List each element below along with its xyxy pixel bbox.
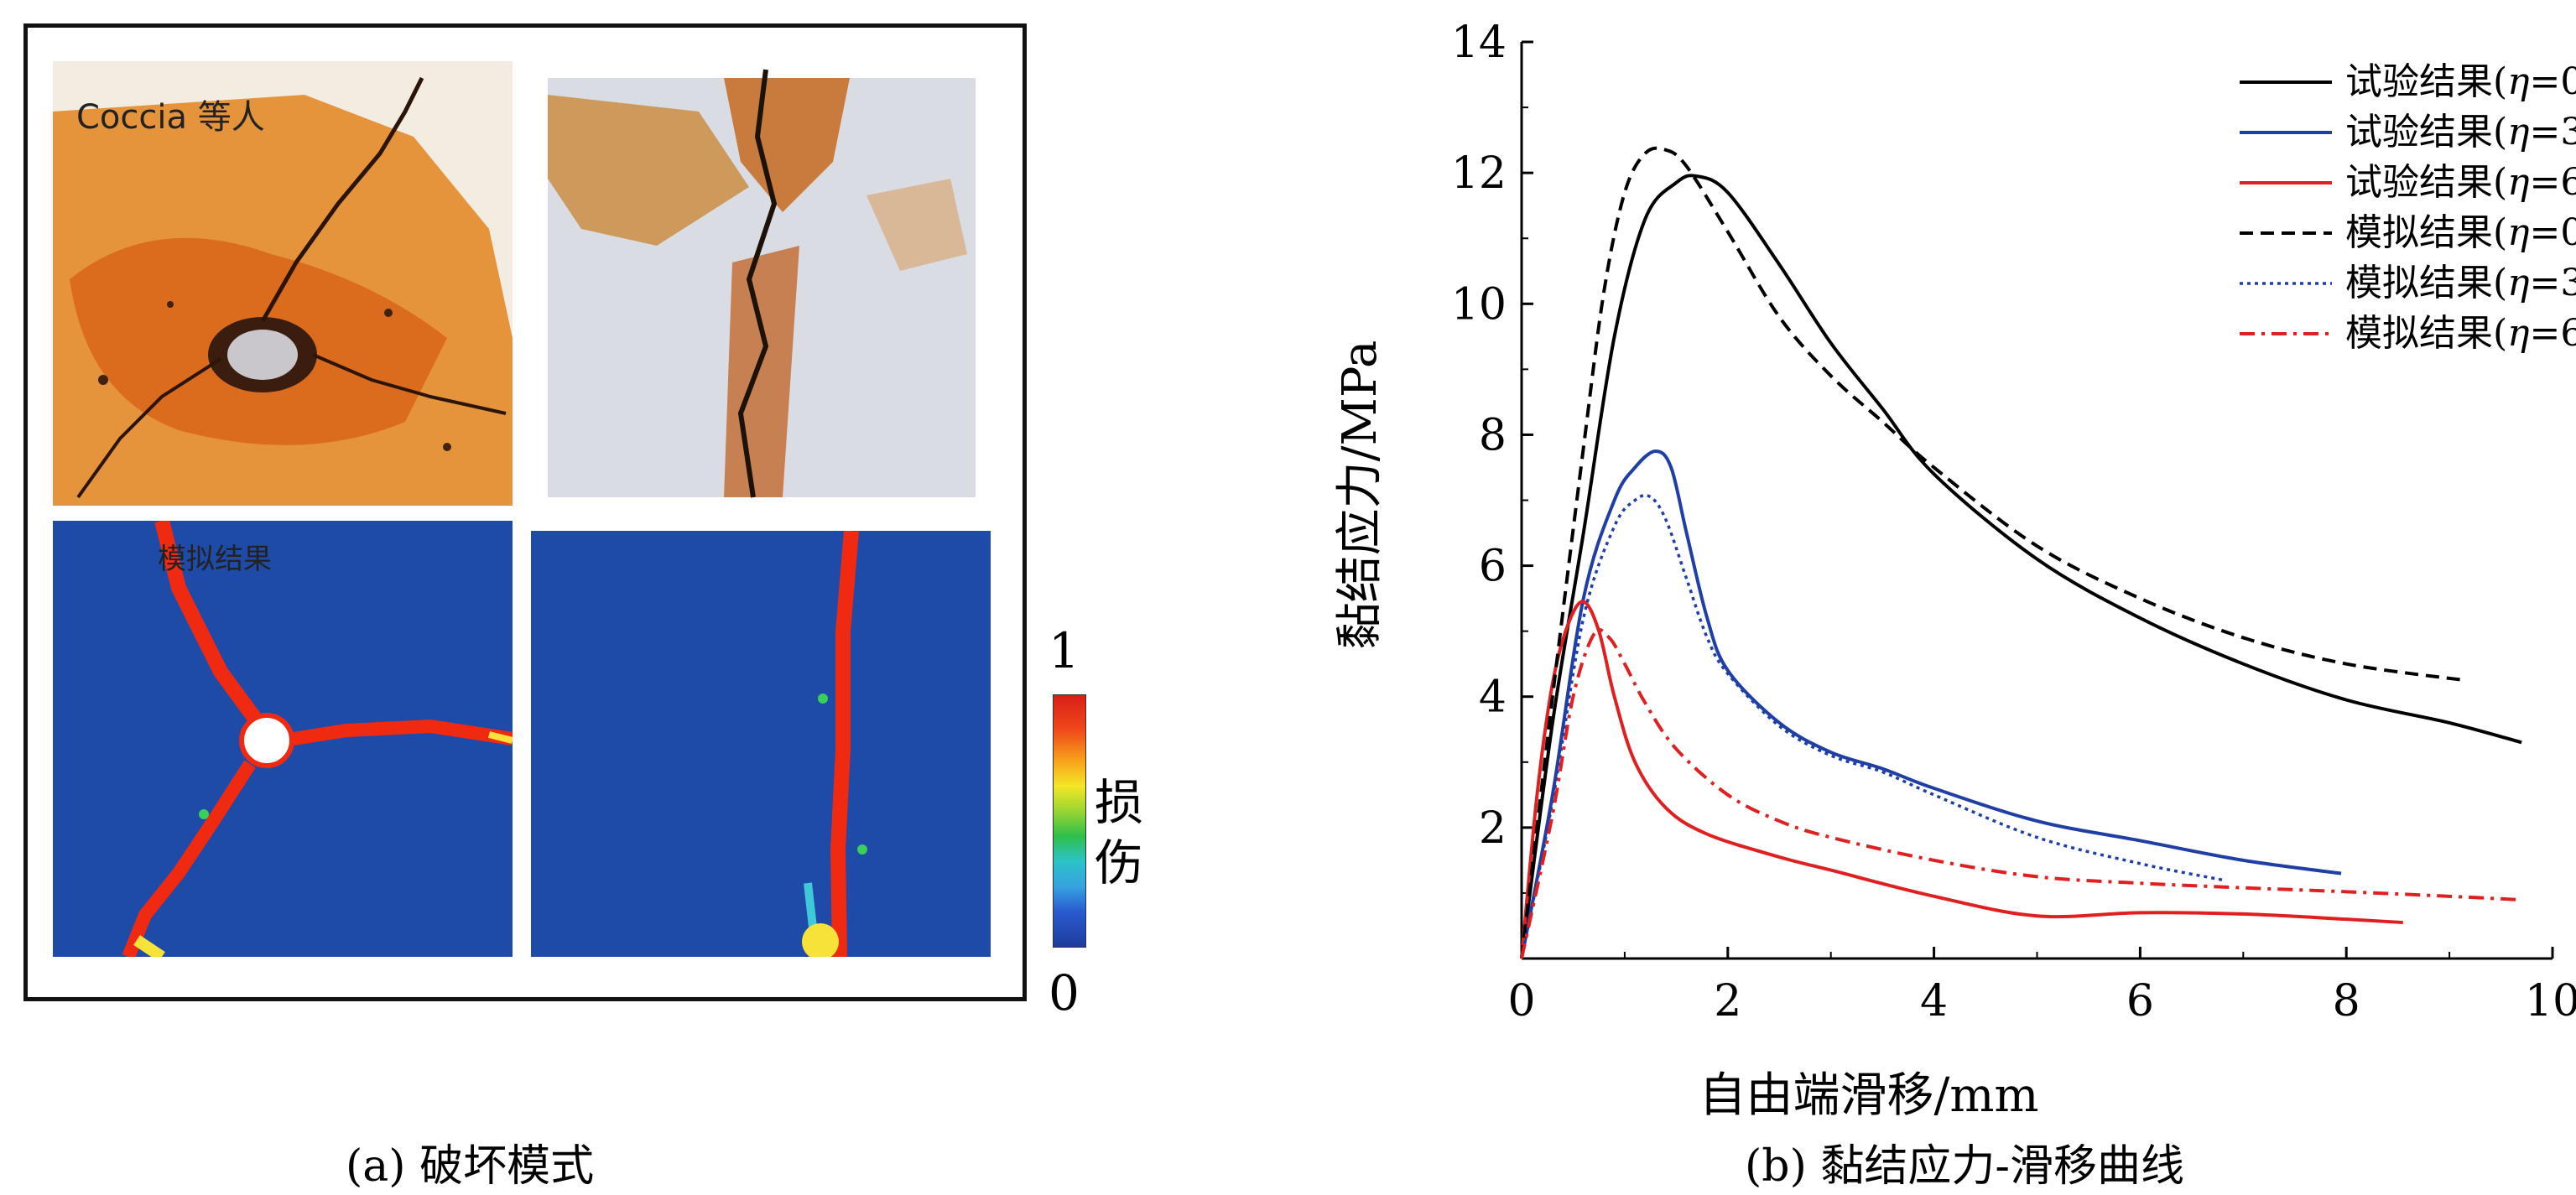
x-axis-label: 自由端滑移/mm bbox=[1699, 1068, 2038, 1123]
bond-slip-chart: 0 2 4 6 8 10 2 4 6 8 10 12 14 自由端滑移/mm 黏结应力/MPa 试验结果… bbox=[1333, 18, 2576, 1123]
legend-entry: 模拟结果(η=0%) bbox=[2345, 211, 2576, 254]
specimen-photo-split bbox=[531, 61, 991, 506]
caption-a: (a) 破坏模式 bbox=[346, 1141, 595, 1192]
x-tick-label: 10 bbox=[2525, 976, 2576, 1026]
y-tick-label: 10 bbox=[1451, 279, 1507, 330]
x-tick-label: 8 bbox=[2333, 976, 2360, 1026]
photo-label: Coccia 等人 bbox=[76, 98, 265, 137]
series-line-3 bbox=[1520, 600, 2403, 959]
chart-series bbox=[1520, 146, 2522, 959]
series-line-5 bbox=[1520, 493, 2224, 959]
series-line-1 bbox=[1520, 174, 2522, 959]
legend-entry: 模拟结果(η=3.22%) bbox=[2345, 262, 2576, 304]
series-line-6 bbox=[1520, 628, 2517, 959]
x-tick-label: 0 bbox=[1507, 976, 1535, 1026]
damage-simulation-split bbox=[531, 531, 991, 957]
chart-axes bbox=[1520, 40, 2554, 960]
caption-b: (b) 黏结应力-滑移曲线 bbox=[1745, 1141, 2184, 1192]
x-tick-label: 4 bbox=[1920, 976, 1948, 1026]
y-tick-label: 4 bbox=[1479, 673, 1507, 723]
specimen-photo-coccia: Coccia 等人 bbox=[53, 61, 513, 506]
y-tick-label: 6 bbox=[1479, 542, 1507, 592]
y-tick-label: 12 bbox=[1451, 148, 1507, 199]
x-tick-label: 6 bbox=[2126, 976, 2154, 1026]
series-line-4 bbox=[1520, 146, 2465, 959]
x-tick-label: 2 bbox=[1714, 976, 1741, 1026]
colorbar-max: 1 bbox=[1049, 622, 1080, 679]
legend-entry: 试验结果(η=3.22%)[28] bbox=[2345, 110, 2576, 153]
y-tick-label: 2 bbox=[1479, 803, 1507, 854]
colorbar-min: 0 bbox=[1049, 964, 1080, 1021]
damage-simulation-hole: 模拟结果 bbox=[53, 521, 513, 957]
legend-entry: 模拟结果(η=6.89%) bbox=[2345, 312, 2576, 355]
chart-legend: 试验结果(η=0%)[28] 试验结果(η=3.22%)[28] 试验结果(η=6.… bbox=[2240, 60, 2576, 355]
legend-entry: 试验结果(η=6.89%)[28] bbox=[2345, 160, 2576, 204]
colorbar-label-1: 损 bbox=[1095, 774, 1144, 831]
failure-mode-panel: Coccia 等人 模拟结果 bbox=[23, 23, 1027, 1001]
y-tick-label: 14 bbox=[1451, 18, 1507, 68]
damage-colorbar bbox=[1053, 694, 1086, 948]
chart-tick-labels: 0 2 4 6 8 10 2 4 6 8 10 12 14 bbox=[1451, 18, 2576, 1026]
simulation-label: 模拟结果 bbox=[158, 543, 272, 576]
legend-entry: 试验结果(η=0%)[28] bbox=[2345, 60, 2576, 103]
series-line-2 bbox=[1520, 449, 2342, 959]
y-axis-label: 黏结应力/MPa bbox=[1333, 340, 1387, 650]
y-tick-label: 8 bbox=[1479, 410, 1507, 460]
colorbar-label-2: 伤 bbox=[1095, 834, 1144, 891]
